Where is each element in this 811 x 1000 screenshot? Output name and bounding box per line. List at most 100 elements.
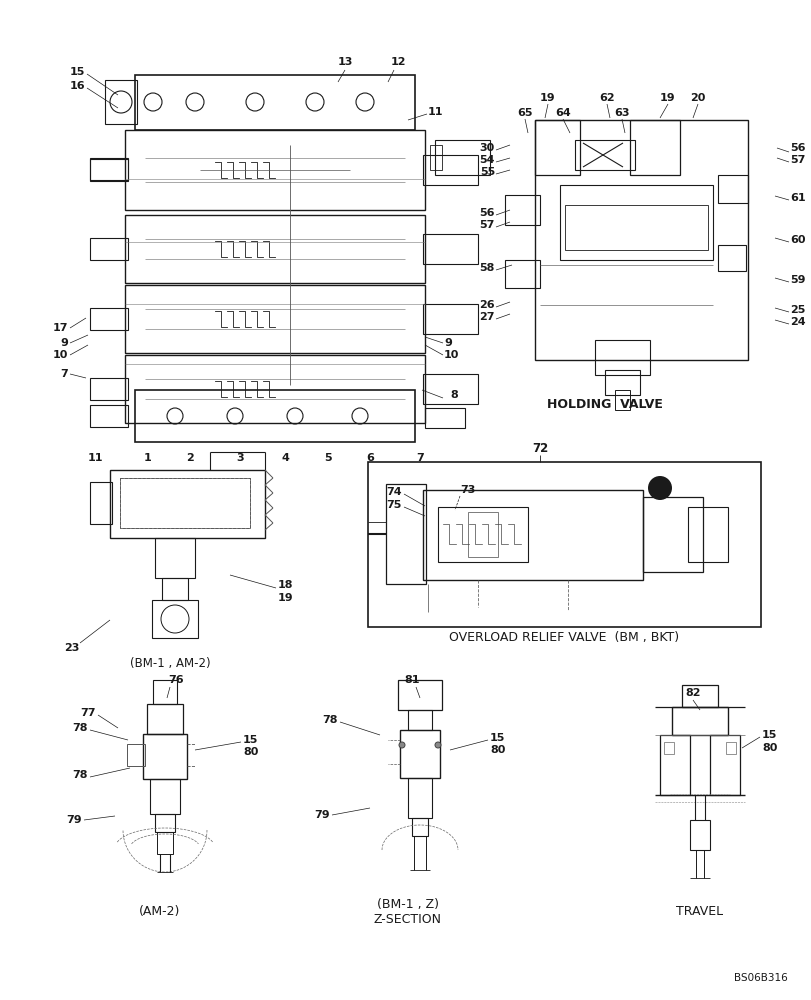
Bar <box>430 145 441 170</box>
Bar <box>687 507 727 562</box>
Bar <box>642 497 702 572</box>
Text: 11: 11 <box>427 107 443 117</box>
Text: 15: 15 <box>242 735 258 745</box>
Text: 1: 1 <box>144 453 152 463</box>
Text: 78: 78 <box>72 770 88 780</box>
Text: 57: 57 <box>789 155 805 165</box>
Text: (BM-1 , AM-2): (BM-1 , AM-2) <box>130 656 210 670</box>
Circle shape <box>398 742 405 748</box>
Text: 74: 74 <box>386 487 401 497</box>
Text: 19: 19 <box>539 93 555 103</box>
Text: 7: 7 <box>415 453 423 463</box>
Bar <box>90 378 128 400</box>
Bar <box>689 820 709 850</box>
Bar <box>127 744 145 766</box>
Bar <box>125 285 424 353</box>
Bar <box>423 234 478 264</box>
Bar <box>367 462 760 627</box>
Text: 80: 80 <box>242 747 258 757</box>
Bar <box>125 355 424 423</box>
Bar <box>109 470 264 538</box>
Bar <box>681 685 717 707</box>
Bar <box>135 75 414 130</box>
Bar <box>143 734 187 779</box>
Bar <box>162 578 188 600</box>
Text: 15: 15 <box>761 730 776 740</box>
Text: 11: 11 <box>87 453 103 463</box>
Circle shape <box>647 476 672 500</box>
Bar <box>424 408 465 428</box>
Bar <box>155 814 175 832</box>
Text: 27: 27 <box>479 312 495 322</box>
Text: 26: 26 <box>478 300 495 310</box>
Bar <box>400 730 440 778</box>
Text: 6: 6 <box>366 453 374 463</box>
Text: 12: 12 <box>390 57 406 67</box>
Text: 17: 17 <box>53 323 68 333</box>
Bar <box>90 238 128 260</box>
Bar <box>120 478 250 528</box>
Bar <box>534 120 579 175</box>
Bar <box>90 158 128 180</box>
Bar <box>147 704 182 734</box>
Text: 24: 24 <box>789 317 805 327</box>
Bar <box>725 742 735 754</box>
Bar <box>90 482 112 524</box>
Text: 13: 13 <box>337 57 352 67</box>
Text: 56: 56 <box>789 143 805 153</box>
Bar <box>90 159 128 181</box>
Text: 80: 80 <box>489 745 504 755</box>
Text: 54: 54 <box>479 155 495 165</box>
Bar <box>125 130 424 210</box>
Text: 15: 15 <box>489 733 504 743</box>
Text: 64: 64 <box>555 108 570 118</box>
Bar <box>594 340 649 375</box>
Bar <box>659 735 689 795</box>
Bar <box>90 308 128 330</box>
Bar <box>150 779 180 814</box>
Bar <box>467 512 497 557</box>
Text: 78: 78 <box>72 723 88 733</box>
Bar <box>504 260 539 288</box>
Text: 62: 62 <box>599 93 614 103</box>
Bar <box>709 735 739 795</box>
Text: 5: 5 <box>324 453 332 463</box>
Text: 2: 2 <box>186 453 194 463</box>
Bar <box>717 175 747 203</box>
Text: 61: 61 <box>789 193 805 203</box>
Text: 10: 10 <box>53 350 68 360</box>
Bar <box>629 120 679 175</box>
Text: 20: 20 <box>689 93 705 103</box>
Bar <box>105 80 137 124</box>
Bar <box>663 742 673 754</box>
Text: 8: 8 <box>449 390 457 400</box>
Text: 63: 63 <box>613 108 629 118</box>
Text: 9: 9 <box>60 338 68 348</box>
Text: 82: 82 <box>684 688 700 698</box>
Text: 30: 30 <box>479 143 495 153</box>
Text: 58: 58 <box>479 263 495 273</box>
Text: 65: 65 <box>517 108 532 118</box>
Text: 57: 57 <box>479 220 495 230</box>
Text: 19: 19 <box>277 593 294 603</box>
Bar <box>560 185 712 260</box>
Bar <box>423 490 642 580</box>
Text: 73: 73 <box>460 485 474 495</box>
Bar <box>385 484 426 584</box>
Bar <box>574 140 634 170</box>
Bar <box>397 680 441 710</box>
Bar <box>152 600 198 638</box>
Text: 15: 15 <box>70 67 85 77</box>
Text: 59: 59 <box>789 275 805 285</box>
Bar <box>407 778 431 818</box>
Bar <box>411 818 427 836</box>
Bar <box>504 195 539 225</box>
Text: (BM-1 , Z): (BM-1 , Z) <box>376 898 439 911</box>
Text: 3: 3 <box>236 453 243 463</box>
Text: Z-SECTION: Z-SECTION <box>374 913 441 926</box>
Text: 56: 56 <box>479 208 495 218</box>
Text: 4: 4 <box>281 453 289 463</box>
Bar <box>564 205 707 250</box>
Bar <box>423 374 478 404</box>
Text: 55: 55 <box>479 167 495 177</box>
